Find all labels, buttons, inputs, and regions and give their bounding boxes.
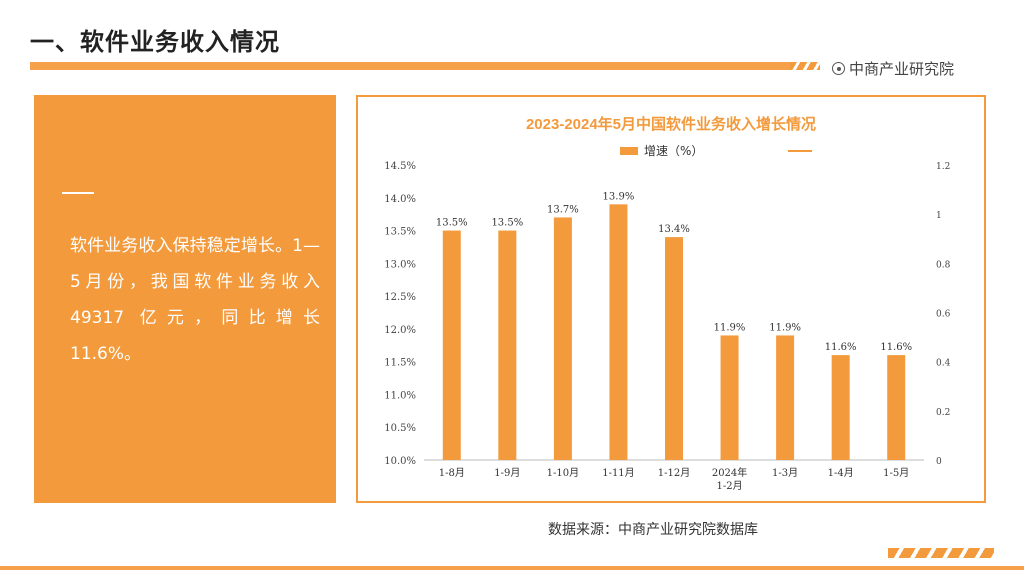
data-source: 数据来源：中商产业研究院数据库 <box>548 522 758 538</box>
x-tick-label: 1-5月 <box>883 467 909 479</box>
y2-tick-label: 0.2 <box>936 408 950 418</box>
y2-tick-label: 0 <box>936 457 942 467</box>
bar <box>665 237 683 460</box>
bar-data-label: 11.9% <box>714 322 746 333</box>
bar <box>887 355 906 460</box>
y2-tick-label: 0.4 <box>936 359 951 369</box>
chart-frame: 2023-2024年5月中国软件业务收入增长情况增速（%） 10.0% 10.5% 1… <box>356 95 986 503</box>
x-tick-label: 1-4月 <box>828 467 854 479</box>
bar-data-label: 13.5% <box>436 218 468 229</box>
x-tick-label: 1-11月 <box>602 467 634 479</box>
footer-stripes <box>888 548 994 558</box>
header-stripes <box>790 62 820 70</box>
bar <box>553 217 572 460</box>
chart-title: 2023-2024年5月中国软件业务收入增长情况 <box>526 115 816 133</box>
bar <box>609 204 628 460</box>
x-tick-label: 1-8月 <box>439 467 465 479</box>
y-tick-label: 11.0% <box>384 390 416 401</box>
bar-data-label: 13.7% <box>547 204 579 215</box>
footer-line <box>0 566 1024 570</box>
bar <box>442 230 461 460</box>
y-tick-label: 14.0% <box>384 194 416 205</box>
bar <box>776 335 795 460</box>
bar-data-label: 13.4% <box>658 224 690 235</box>
brand-name: 中商产业研究院 <box>849 60 955 78</box>
y-tick-label: 14.5% <box>384 161 416 172</box>
legend-label-growth: 增速（%） <box>644 144 703 158</box>
page-title: 一、软件业务收入情况 <box>30 28 280 56</box>
y-tick-label: 12.0% <box>384 325 416 336</box>
brand-logo-icon <box>832 62 845 75</box>
legend-swatch-growth <box>620 147 638 155</box>
x-tick-label: 1-3月 <box>772 467 798 479</box>
y2-tick-label: 1 <box>936 211 942 221</box>
bar-data-label: 11.6% <box>880 342 912 353</box>
bar <box>831 355 850 460</box>
y2-tick-label: 0.8 <box>936 260 951 270</box>
y-tick-label: 11.5% <box>384 358 416 369</box>
header-divider <box>30 62 790 70</box>
brand: 中商产业研究院 <box>832 58 954 79</box>
panel-dash <box>62 192 94 194</box>
bar-data-label: 13.5% <box>491 218 523 229</box>
y2-tick-label: 1.2 <box>936 162 950 172</box>
x-tick-label: 1-12月 <box>658 467 690 479</box>
y2-tick-label: 0.6 <box>936 310 951 320</box>
y-tick-label: 13.0% <box>384 259 416 270</box>
y-tick-label: 12.5% <box>384 292 416 303</box>
x-tick-label: 2024年 <box>712 466 747 479</box>
y-tick-label: 10.5% <box>384 423 416 434</box>
summary-paragraph: 软件业务收入保持稳定增长。1—5月份，我国软件业务收入 49317 亿元，同比增… <box>70 236 320 364</box>
bar-data-label: 11.9% <box>769 322 801 333</box>
bar-data-label: 13.9% <box>603 191 635 202</box>
y-tick-label: 13.5% <box>384 227 416 238</box>
x-tick-label: 1-2月 <box>717 480 743 492</box>
bar-data-label: 11.6% <box>825 342 857 353</box>
summary-text: 软件业务收入保持稳定增长。1—5月份，我国软件业务收入 49317 亿元，同比增… <box>70 228 320 372</box>
x-tick-label: 1-10月 <box>547 467 579 479</box>
summary-panel: 软件业务收入保持稳定增长。1—5月份，我国软件业务收入 49317 亿元，同比增… <box>34 95 336 503</box>
bar <box>720 335 739 460</box>
bar <box>498 230 517 460</box>
y-tick-label: 10.0% <box>384 456 416 467</box>
x-tick-label: 1-9月 <box>494 467 520 479</box>
